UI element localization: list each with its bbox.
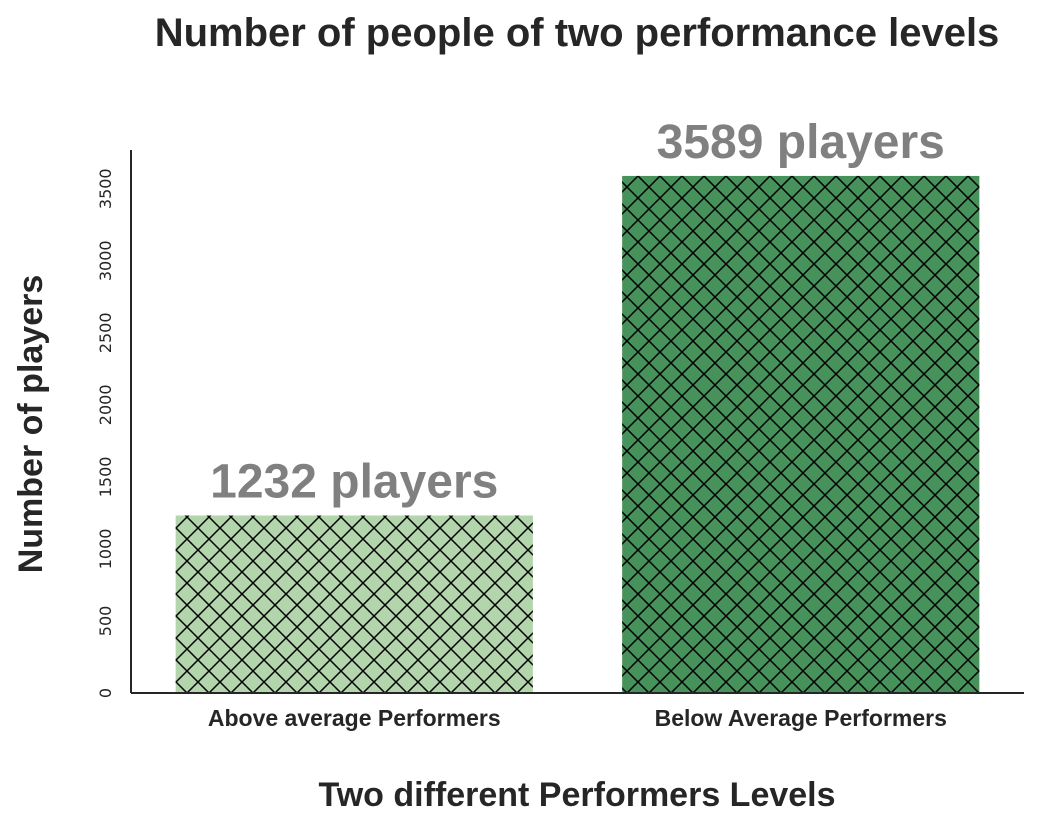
data-label: 1232 players [210,456,498,509]
y-tick-label: 2500 [96,312,115,353]
y-axis-label: Number of players [12,275,50,574]
x-axis-label: Two different Performers Levels [318,776,835,814]
bars-group [175,175,980,693]
y-tick-label: 1000 [96,529,115,570]
x-tick-group: Above average Performers Below Average Pe… [208,705,947,731]
y-tick-label: 1500 [96,457,115,498]
data-label-group: 1232 players 3589 players [210,116,945,509]
y-tick-label: 0 [96,688,115,698]
y-tick-label: 500 [96,606,115,637]
y-tick-label: 3000 [96,240,115,281]
x-tick-label: Below Average Performers [655,705,947,731]
data-label: 3589 players [657,116,945,169]
y-tick-label: 2000 [96,385,115,426]
bar-hatch-1 [175,515,533,693]
chart-title: Number of people of two performance leve… [155,11,1000,55]
x-tick-label: Above average Performers [208,705,501,731]
bar-hatch-2 [622,175,980,693]
y-tick-group: 0 500 1000 1500 2000 2500 3000 3500 [96,168,115,698]
y-tick-label: 3500 [96,168,115,209]
